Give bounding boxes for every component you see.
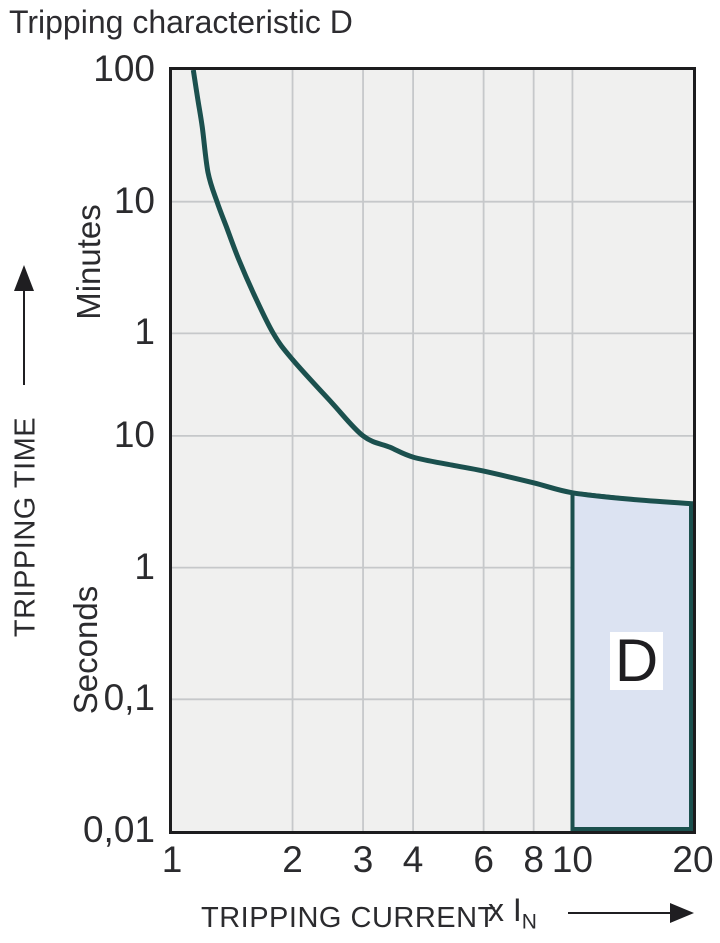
region-label: D <box>614 627 659 694</box>
right-arrow-icon <box>568 903 694 923</box>
plot-canvas <box>172 70 693 831</box>
y-tick-label-1-seconds: 1 <box>134 545 155 587</box>
tripping-curve <box>190 70 693 507</box>
y-tick-label-1-minutes: 1 <box>134 311 155 353</box>
y-tick-label-100-minutes: 100 <box>93 48 155 90</box>
x-tick-label-1: 1 <box>161 839 183 880</box>
chart-title: Tripping characteristic D <box>9 4 353 40</box>
y-tick-label-0_1-seconds: 0,1 <box>103 677 155 719</box>
x-tick-label-8: 8 <box>523 839 544 880</box>
x-axis-title: TRIPPING CURRENT <box>201 902 496 934</box>
x-tick-label-20: 20 <box>672 839 714 880</box>
y-tick-label-10-minutes: 10 <box>113 179 155 221</box>
x-axis-multiplier: x IN <box>488 892 537 934</box>
plot-area: D <box>169 67 696 834</box>
x-tick-label-4: 4 <box>402 839 424 880</box>
up-arrow-icon <box>14 265 34 385</box>
x-tick-label-2: 2 <box>282 839 303 880</box>
y-tick-label-10-seconds: 10 <box>113 414 155 456</box>
y-tick-label-0_01-seconds: 0,01 <box>82 809 155 851</box>
x-tick-label-10: 10 <box>551 839 594 880</box>
x-tick-label-3: 3 <box>352 839 374 880</box>
region-label-box: D <box>610 627 663 694</box>
x-tick-label-6: 6 <box>473 839 494 880</box>
